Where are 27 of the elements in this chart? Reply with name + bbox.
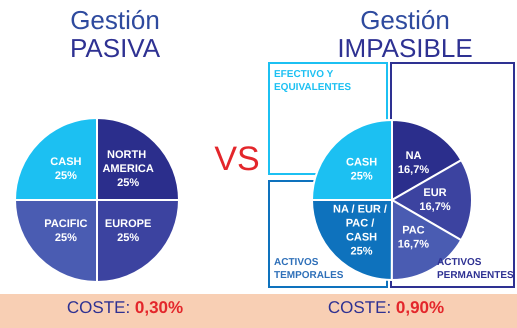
data-label: 25% [117, 232, 140, 244]
slice-label: CASH [346, 156, 378, 169]
slice-label: PAC [402, 224, 425, 236]
data-label: 16,7% [419, 201, 451, 214]
data-label: 16,7% [398, 238, 430, 250]
text: COSTE: 0,30% [66, 298, 184, 317]
chart-title: Gestión [70, 5, 160, 35]
slice-label: NA [406, 150, 422, 162]
text: ACTIVOS TEMPORALES [274, 256, 344, 282]
slice-label: NA / EUR / PAC / CASH [333, 203, 390, 244]
chart-subtitle: IMPASIBLE [337, 33, 473, 63]
slice-label: EUR [423, 187, 447, 200]
data-label: 25% [54, 170, 78, 182]
text: COSTE: 0,90% [328, 298, 444, 317]
data-label: 25% [117, 176, 140, 189]
chart-title: Gestión [360, 5, 450, 35]
slice-label: EUROPE [104, 218, 152, 230]
slice-label: CASH [50, 156, 82, 168]
data-label: 16,7% [398, 164, 430, 176]
data-label: 25% [54, 232, 78, 244]
data-label: 25% [350, 170, 373, 183]
text: VS [213, 140, 261, 179]
chart-subtitle: PASIVA [70, 33, 161, 63]
text: EFECTIVO Y EQUIVALENTES [274, 68, 352, 94]
data-label: 25% [350, 245, 373, 258]
slice-label: NORTH AMERICA [102, 148, 154, 175]
slice-label: PACIFIC [44, 218, 88, 230]
